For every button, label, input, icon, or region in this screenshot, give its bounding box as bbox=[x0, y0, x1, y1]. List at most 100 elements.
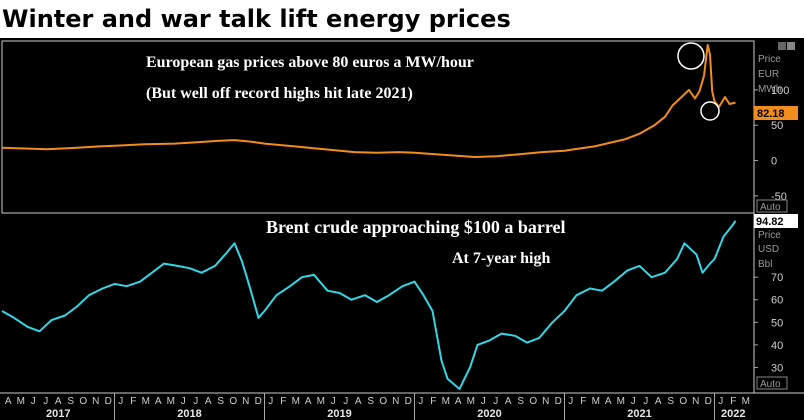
x-month-label: F bbox=[730, 396, 736, 407]
brent-y-tick-label-2: 50 bbox=[771, 317, 783, 329]
x-month-label: S bbox=[67, 396, 74, 407]
x-month-label: S bbox=[517, 396, 524, 407]
x-month-label: A bbox=[605, 396, 612, 407]
x-month-label: J bbox=[343, 396, 348, 407]
x-month-label: M bbox=[592, 396, 600, 407]
x-month-label: S bbox=[367, 396, 374, 407]
x-month-label: N bbox=[542, 396, 549, 407]
peak-highlight-circle bbox=[677, 42, 705, 70]
brent-unit-label-0: Price bbox=[758, 230, 781, 241]
x-month-label: J bbox=[43, 396, 48, 407]
x-month-label: D bbox=[555, 396, 562, 407]
gas-annotation-subtitle: (But well off record highs hit late 2021… bbox=[146, 85, 413, 102]
x-month-label: M bbox=[467, 396, 475, 407]
x-month-label: J bbox=[418, 396, 423, 407]
x-month-label: O bbox=[229, 396, 237, 407]
gas-scale-mode-button[interactable] bbox=[756, 199, 788, 213]
x-month-label: N bbox=[692, 396, 699, 407]
x-year-label: 2020 bbox=[477, 408, 501, 420]
x-year-label: 2018 bbox=[177, 408, 201, 420]
x-month-label: S bbox=[667, 396, 674, 407]
x-month-label: M bbox=[742, 396, 750, 407]
x-month-label: M bbox=[292, 396, 300, 407]
x-month-label: D bbox=[705, 396, 712, 407]
x-month-label: J bbox=[631, 396, 636, 407]
x-month-label: O bbox=[79, 396, 87, 407]
x-month-label: A bbox=[355, 396, 362, 407]
x-month-label: A bbox=[455, 396, 462, 407]
x-year-label: 2017 bbox=[46, 408, 70, 420]
x-month-label: A bbox=[205, 396, 212, 407]
x-month-label: S bbox=[217, 396, 224, 407]
current-highlight-circle bbox=[700, 101, 720, 121]
brent-price-line bbox=[1, 220, 737, 390]
brent-scale-mode-button[interactable] bbox=[756, 376, 788, 390]
gas-unit-label-2: MWh bbox=[758, 84, 781, 95]
x-month-label: J bbox=[118, 396, 123, 407]
gas-last-value-badge bbox=[754, 106, 798, 120]
x-axis-years: 2017 2018 2019 2020 2021 2022 bbox=[46, 393, 745, 420]
brent-last-value-badge bbox=[754, 214, 798, 228]
settings-icon[interactable] bbox=[778, 42, 795, 50]
x-month-label: D bbox=[405, 396, 412, 407]
x-month-label: N bbox=[392, 396, 399, 407]
x-month-label: N bbox=[242, 396, 249, 407]
x-month-label: F bbox=[280, 396, 286, 407]
x-month-label: J bbox=[193, 396, 198, 407]
x-month-label: A bbox=[305, 396, 312, 407]
gas-price-line bbox=[1, 44, 736, 158]
x-month-label: A bbox=[5, 396, 12, 407]
x-year-label: 2019 bbox=[327, 408, 351, 420]
x-month-label: D bbox=[105, 396, 112, 407]
brent-unit-label-1: USD bbox=[758, 244, 779, 255]
x-month-label: J bbox=[568, 396, 573, 407]
x-month-label: J bbox=[331, 396, 336, 407]
x-month-label: N bbox=[92, 396, 99, 407]
x-month-label: A bbox=[155, 396, 162, 407]
x-month-label: J bbox=[493, 396, 498, 407]
gas-scale-mode-label: Auto bbox=[760, 202, 781, 213]
x-month-label: J bbox=[481, 396, 486, 407]
brent-y-tick-label-3: 40 bbox=[771, 340, 783, 352]
x-month-label: D bbox=[255, 396, 262, 407]
brent-scale-mode-label: Auto bbox=[760, 379, 781, 390]
gas-y-tick-label-2: 0 bbox=[771, 156, 777, 168]
x-month-label: J bbox=[268, 396, 273, 407]
x-month-label: O bbox=[679, 396, 687, 407]
x-month-label: M bbox=[142, 396, 150, 407]
x-month-label: F bbox=[580, 396, 586, 407]
brent-annotation-title: Brent crude approaching $100 a barrel bbox=[266, 217, 566, 237]
x-month-label: J bbox=[643, 396, 648, 407]
headline-title: Winter and war talk lift energy prices bbox=[0, 0, 804, 38]
x-month-label: O bbox=[529, 396, 537, 407]
x-month-label: J bbox=[718, 396, 723, 407]
x-month-label: O bbox=[379, 396, 387, 407]
x-month-label: M bbox=[442, 396, 450, 407]
brent-y-tick-label-4: 30 bbox=[771, 362, 783, 374]
x-month-label: J bbox=[31, 396, 36, 407]
x-month-label: A bbox=[655, 396, 662, 407]
x-month-label: M bbox=[317, 396, 325, 407]
gas-y-tick-label-1: 50 bbox=[771, 120, 783, 132]
brent-y-tick-label-0: 70 bbox=[771, 272, 783, 284]
gas-last-value: 82.18 bbox=[757, 108, 785, 120]
x-month-label: A bbox=[55, 396, 62, 407]
x-month-label: M bbox=[17, 396, 25, 407]
x-month-label: M bbox=[617, 396, 625, 407]
brent-unit-label-2: Bbl bbox=[758, 259, 772, 270]
brent-annotation-subtitle: At 7-year high bbox=[452, 250, 550, 267]
gas-unit-label-1: EUR bbox=[758, 69, 779, 80]
brent-y-tick-label-1: 60 bbox=[771, 295, 783, 307]
x-month-label: M bbox=[167, 396, 175, 407]
x-axis-months: MAMJJASONDJFMAMJJASONDJFMAMJJASONDJFMAMJ… bbox=[5, 396, 750, 407]
brent-last-value: 94.82 bbox=[756, 216, 784, 228]
gas-y-tick-label-0: 100 bbox=[771, 85, 789, 97]
x-month-label: A bbox=[505, 396, 512, 407]
x-year-label: 2021 bbox=[627, 408, 651, 420]
x-month-label: F bbox=[130, 396, 136, 407]
gas-annotation-title: European gas prices above 80 euros a MW/… bbox=[146, 54, 474, 71]
x-month-label: J bbox=[181, 396, 186, 407]
gas-unit-label-0: Price bbox=[758, 54, 781, 65]
